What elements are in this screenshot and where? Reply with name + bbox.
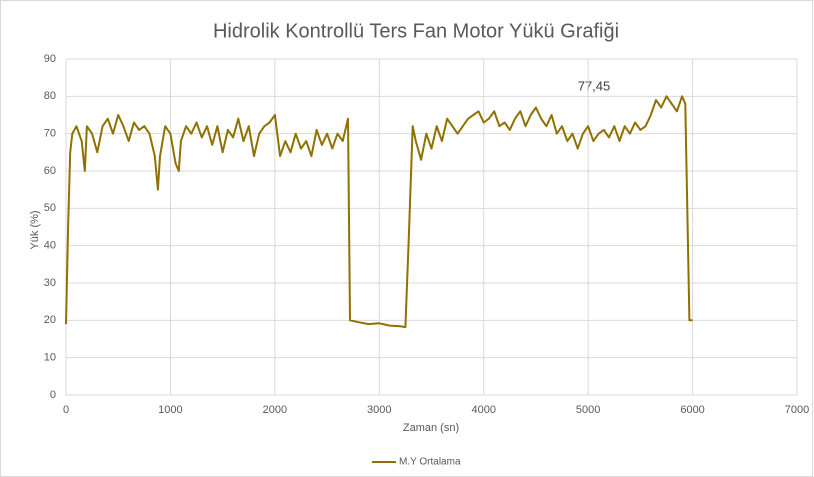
- y-axis-label: Yük (%): [29, 210, 41, 249]
- y-tick-label: 70: [44, 128, 56, 140]
- x-tick-label: 3000: [367, 404, 391, 416]
- annotation: 77,45: [578, 78, 611, 93]
- x-tick-label: 2000: [263, 404, 287, 416]
- x-tick-label: 1000: [158, 404, 182, 416]
- legend-label: M.Y Ortalama: [399, 457, 461, 468]
- x-axis-label: Zaman (sn): [403, 422, 459, 434]
- y-tick-label: 0: [50, 389, 56, 401]
- y-tick-label: 40: [44, 240, 56, 252]
- y-tick-label: 20: [44, 314, 56, 326]
- y-tick-label: 90: [44, 53, 56, 65]
- data-line: [65, 95, 693, 329]
- y-tick-label: 80: [44, 90, 56, 102]
- y-tick-label: 50: [44, 202, 56, 214]
- chart-title: Hidrolik Kontrollü Ters Fan Motor Yükü G…: [213, 20, 619, 42]
- x-tick-label: 6000: [680, 404, 704, 416]
- x-tick-label: 4000: [471, 404, 495, 416]
- y-tick-label: 60: [44, 165, 56, 177]
- y-tick-label: 30: [44, 277, 56, 289]
- y-tick-label: 10: [44, 352, 56, 364]
- x-tick-label: 5000: [576, 404, 600, 416]
- x-tick-label: 0: [63, 404, 69, 416]
- x-tick-label: 7000: [785, 404, 809, 416]
